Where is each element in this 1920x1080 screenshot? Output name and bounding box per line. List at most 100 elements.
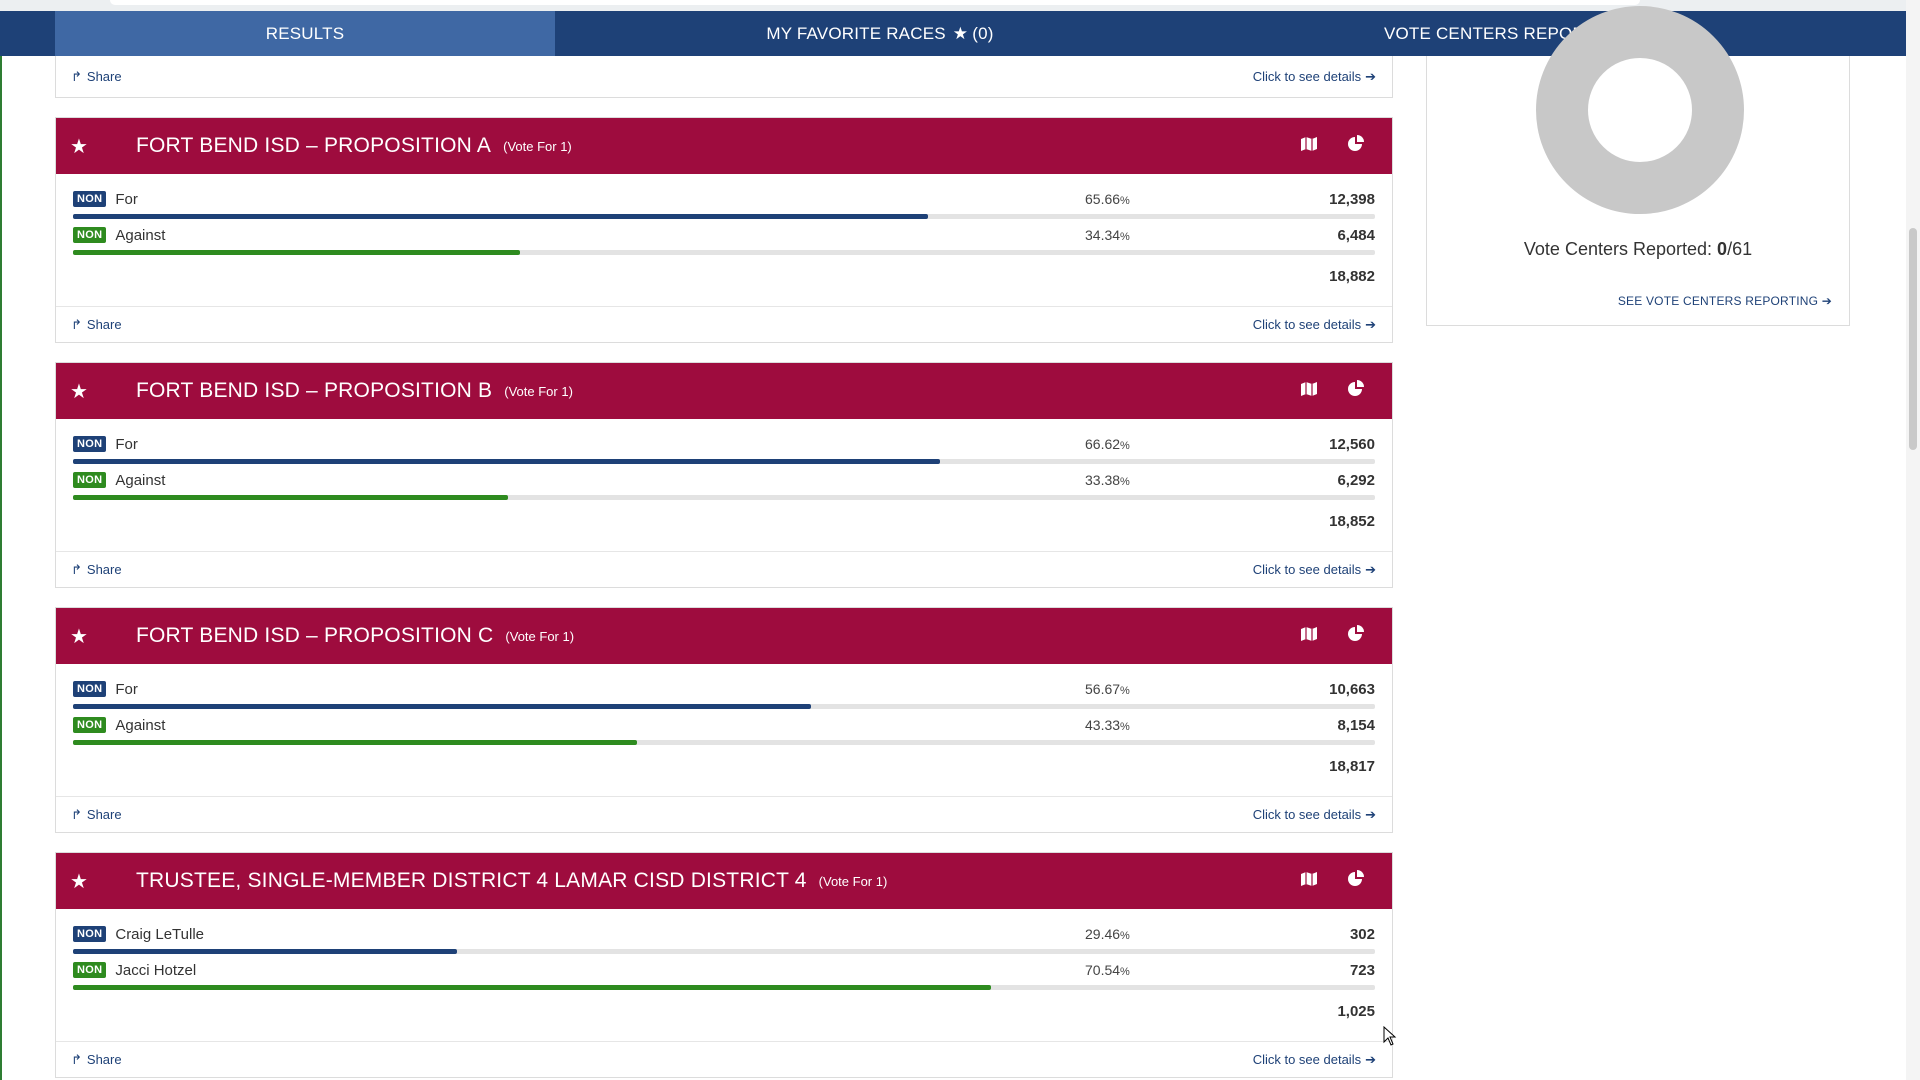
nonpartisan-badge: NON: [73, 472, 107, 488]
candidate-row: NON Against 33.38% 6,292: [73, 469, 1375, 505]
share-link[interactable]: ↱ Share: [71, 807, 122, 823]
share-link[interactable]: ↱ Share: [71, 1052, 122, 1068]
star-icon: ★: [952, 23, 969, 43]
candidate-votes: 6,484: [1337, 226, 1375, 244]
race-body: NON For 56.67% 10,663 NON Against 43.33%…: [56, 664, 1392, 788]
candidate-percent: 29.46%: [1085, 926, 1130, 942]
nonpartisan-badge: NON: [73, 227, 107, 243]
candidate-percent: 56.67%: [1085, 681, 1130, 697]
candidate-row: NON Jacci Hotzel 70.54% 723: [73, 959, 1375, 995]
vote-progress-track: [73, 949, 1375, 954]
share-icon: ↱: [71, 316, 82, 332]
vote-centers-donut-chart: [1536, 6, 1744, 214]
pie-chart-icon[interactable]: [1332, 135, 1378, 157]
previous-race-footer: ↱ Share Click to see details ➔: [55, 56, 1393, 98]
candidate-name: Jacci Hotzel: [115, 961, 197, 979]
race-header: ★ FORT BEND ISD – PROPOSITION C (Vote Fo…: [56, 608, 1392, 664]
vote-progress-track: [73, 740, 1375, 745]
share-icon: ↱: [71, 68, 82, 84]
favorite-star-icon[interactable]: ★: [70, 625, 88, 648]
candidate-row: NON For 65.66% 12,398: [73, 188, 1375, 224]
details-link[interactable]: Click to see details ➔: [1253, 69, 1376, 85]
tab-results-label: RESULTS: [265, 23, 345, 43]
candidate-votes: 12,560: [1329, 435, 1375, 453]
details-link[interactable]: Click to see details ➔: [1253, 562, 1376, 578]
vote-centers-panel: Vote Centers Reported: 0/61 SEE VOTE CEN…: [1426, 6, 1850, 326]
see-vote-centers-link[interactable]: SEE VOTE CENTERS REPORTING ➔: [1618, 294, 1832, 308]
vote-progress-fill: [73, 495, 508, 500]
vote-for-label: (Vote For 1): [504, 383, 573, 399]
tab-my-favorite-races[interactable]: MY FAVORITE RACES ★ (0): [555, 11, 1205, 56]
map-icon[interactable]: [1286, 381, 1332, 402]
arrow-right-icon: ➔: [1365, 561, 1376, 577]
details-link[interactable]: Click to see details ➔: [1253, 317, 1376, 333]
race-header: ★ FORT BEND ISD – PROPOSITION A (Vote Fo…: [56, 118, 1392, 174]
share-icon: ↱: [71, 1051, 82, 1067]
scrollbar[interactable]: [1906, 0, 1920, 1080]
vote-progress-track: [73, 985, 1375, 990]
candidate-row: NON For 56.67% 10,663: [73, 678, 1375, 714]
favorite-star-icon[interactable]: ★: [70, 870, 88, 893]
candidate-name: For: [115, 190, 138, 208]
candidate-votes: 302: [1349, 925, 1375, 943]
candidate-name: Against: [115, 471, 166, 489]
race-total-votes: 1,025: [1337, 1002, 1375, 1020]
share-label: Share: [86, 807, 122, 822]
details-label: Click to see details: [1252, 69, 1362, 84]
nonpartisan-badge: NON: [73, 926, 107, 942]
details-link[interactable]: Click to see details ➔: [1253, 807, 1376, 823]
nonpartisan-badge: NON: [73, 962, 107, 978]
vote-for-label: (Vote For 1): [503, 138, 572, 154]
race-body: NON Craig LeTulle 29.46% 302 NON Jacci H…: [56, 909, 1392, 1033]
vote-for-label: (Vote For 1): [505, 628, 575, 644]
share-link[interactable]: ↱ Share: [71, 562, 122, 578]
share-label: Share: [86, 562, 122, 577]
nonpartisan-badge: NON: [73, 717, 107, 733]
map-icon[interactable]: [1286, 871, 1332, 892]
candidate-row: NON Against 43.33% 8,154: [73, 714, 1375, 750]
candidate-name: Against: [115, 226, 166, 244]
race-footer: ↱ Share Click to see details ➔: [56, 306, 1392, 342]
scrollbar-thumb[interactable]: [1909, 228, 1917, 450]
candidate-percent: 34.34%: [1085, 227, 1130, 243]
candidate-name: Against: [115, 716, 166, 734]
candidate-votes: 6,292: [1337, 471, 1375, 489]
tab-results[interactable]: RESULTS: [55, 11, 555, 56]
pie-chart-icon[interactable]: [1332, 380, 1378, 402]
vote-centers-total: /61: [1727, 239, 1753, 259]
candidate-votes: 10,663: [1329, 680, 1375, 698]
arrow-right-icon: ➔: [1365, 68, 1376, 84]
vote-progress-fill: [73, 704, 811, 709]
candidate-percent: 43.33%: [1085, 717, 1130, 733]
mouse-cursor-icon: [1383, 1026, 1397, 1046]
map-icon[interactable]: [1286, 136, 1332, 157]
candidate-row: NON Craig LeTulle 29.46% 302: [73, 923, 1375, 959]
vote-progress-track: [73, 250, 1375, 255]
address-bar[interactable]: [110, 0, 1640, 5]
vote-progress-track: [73, 214, 1375, 219]
races-list: ↱ Share Click to see details ➔ ★ FORT BEND…: [55, 56, 1393, 1078]
vote-progress-fill: [73, 949, 457, 954]
pie-chart-icon[interactable]: [1332, 625, 1378, 647]
arrow-right-icon: ➔: [1365, 806, 1376, 822]
vote-progress-track: [73, 459, 1375, 464]
details-link[interactable]: Click to see details ➔: [1253, 1052, 1376, 1068]
share-icon: ↱: [71, 806, 82, 822]
race-card: ★ FORT BEND ISD – PROPOSITION A (Vote Fo…: [55, 117, 1393, 343]
tab-favorites-label: MY FAVORITE RACES: [766, 23, 946, 43]
favorite-star-icon[interactable]: ★: [70, 380, 88, 403]
race-title: FORT BEND ISD – PROPOSITION C: [136, 624, 494, 647]
share-link[interactable]: ↱ Share: [71, 317, 122, 333]
map-icon[interactable]: [1286, 626, 1332, 647]
candidate-row: NON For 66.62% 12,560: [73, 433, 1375, 469]
race-title: FORT BEND ISD – PROPOSITION B: [136, 379, 493, 402]
share-link[interactable]: ↱ Share: [71, 69, 122, 85]
favorite-star-icon[interactable]: ★: [70, 135, 88, 158]
nonpartisan-badge: NON: [73, 436, 107, 452]
arrow-right-icon: ➔: [1365, 316, 1376, 332]
race-body: NON For 66.62% 12,560 NON Against 33.38%…: [56, 419, 1392, 543]
race-total-votes: 18,882: [1329, 267, 1375, 285]
details-label: Click to see details: [1252, 317, 1362, 332]
vote-progress-fill: [73, 214, 928, 219]
pie-chart-icon[interactable]: [1332, 870, 1378, 892]
